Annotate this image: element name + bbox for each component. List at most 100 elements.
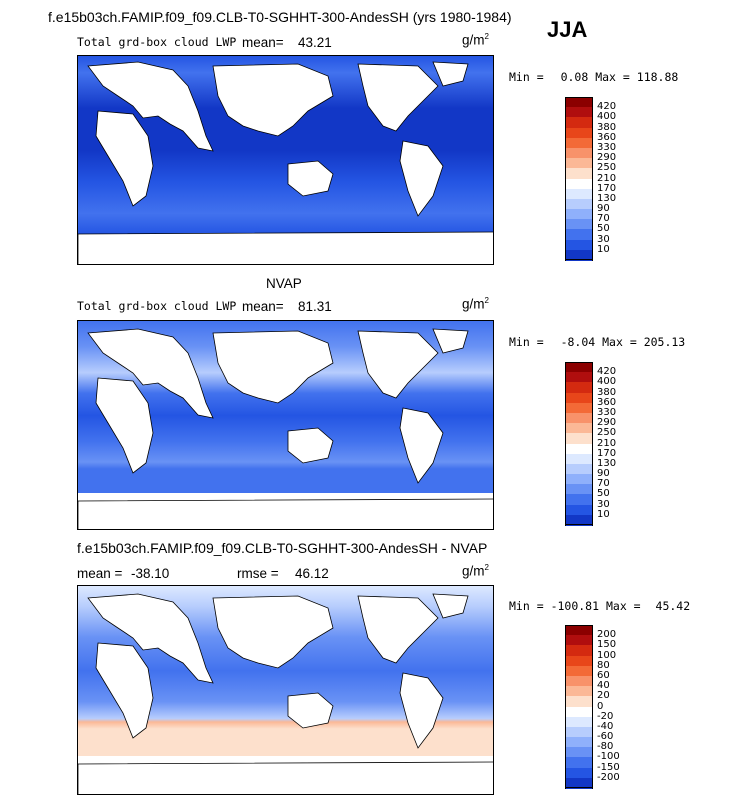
colorbar-tick-label: 380 xyxy=(597,386,617,398)
colorbar-tick-label: 90 xyxy=(597,468,610,480)
colorbar-tick-label: -40 xyxy=(597,720,614,732)
panel3-continents xyxy=(78,593,493,794)
colorbar-segment xyxy=(565,178,593,190)
colorbar-tick-label: 400 xyxy=(597,111,617,123)
colorbar-tick-label: 170 xyxy=(597,182,617,194)
panel2-mean-label: mean= xyxy=(242,299,284,314)
panel2-minmax: Min = -8.04 Max = 205.13 xyxy=(509,335,686,349)
colorbar-segment xyxy=(565,158,593,169)
colorbar-segment xyxy=(565,147,593,159)
panel3-mean-value: -38.10 xyxy=(131,566,170,581)
colorbar-segment xyxy=(565,412,593,424)
panel2-title: NVAP xyxy=(266,276,302,291)
colorbar-tick-label: 150 xyxy=(597,639,617,651)
colorbar-tick-label: 0 xyxy=(597,700,604,712)
colorbar-segment xyxy=(565,97,593,108)
colorbar-tick-label: 420 xyxy=(597,101,617,113)
colorbar-segment xyxy=(565,219,593,230)
colorbar-segment xyxy=(565,696,593,707)
colorbar-segment xyxy=(565,463,593,475)
colorbar-segment xyxy=(565,402,593,414)
colorbar-tick-label: 420 xyxy=(597,366,617,378)
panel3-mean-label: mean = xyxy=(77,566,123,581)
panel1-max-value: 118.88 xyxy=(636,70,679,84)
colorbar-tick-label: 210 xyxy=(597,437,617,449)
panel2-map xyxy=(77,320,494,530)
panel1-colorbar: 420 400 380 360 330 290 250 210 170 130 90 70 50 30 10 xyxy=(565,97,616,261)
colorbar-tick-label: 250 xyxy=(597,162,617,174)
colorbar-tick-label: -150 xyxy=(597,761,620,773)
colorbar-tick-label: 250 xyxy=(597,427,617,439)
colorbar-segment xyxy=(565,168,593,179)
panel3-rmse-value: 46.12 xyxy=(295,566,329,581)
colorbar-segment xyxy=(565,209,593,220)
colorbar-segment xyxy=(565,474,593,485)
colorbar-tick-label: 330 xyxy=(597,406,617,418)
colorbar-tick-label: 30 xyxy=(597,498,610,510)
colorbar-tick-label: 130 xyxy=(597,457,617,469)
colorbar-segment xyxy=(565,433,593,444)
colorbar-segment xyxy=(565,453,593,465)
panel1-variable: Total grd-box cloud LWP xyxy=(77,35,237,49)
colorbar-segment xyxy=(565,686,593,697)
colorbar-segment xyxy=(565,777,593,789)
colorbar-segment xyxy=(565,625,593,636)
panel3-units: g/m2 xyxy=(462,563,489,579)
colorbar-segment xyxy=(565,443,593,455)
panel2-mean-value: 81.31 xyxy=(298,299,332,314)
colorbar-segment xyxy=(565,239,593,251)
colorbar-tick-label: 60 xyxy=(597,669,610,681)
panel3-min-value: -100.81 xyxy=(550,599,600,613)
colorbar-tick-label: 100 xyxy=(597,649,617,661)
panel3-minmax: Min = -100.81 Max = 45.42 xyxy=(509,599,691,613)
panel2-colorbar: 420 400 380 360 330 290 250 210 170 130 90 70 50 30 10 xyxy=(565,362,616,526)
panel1-mean-value: 43.21 xyxy=(298,35,332,50)
colorbar-tick-label: 290 xyxy=(597,417,617,429)
colorbar-tick-label: 40 xyxy=(597,680,610,692)
figure-title: f.e15b03ch.FAMIP.f09_f09.CLB-T0-SGHHT-30… xyxy=(48,9,512,25)
colorbar-segment xyxy=(565,675,593,687)
colorbar-segment xyxy=(565,198,593,210)
colorbar-segment xyxy=(565,362,593,373)
colorbar-segment xyxy=(565,737,593,748)
colorbar-tick-label: 20 xyxy=(597,690,610,702)
colorbar-tick-label: 360 xyxy=(597,131,617,143)
panel1-min-value: 0.08 xyxy=(560,70,589,84)
colorbar-tick-label: 80 xyxy=(597,659,610,671)
colorbar-tick-label: -80 xyxy=(597,741,614,753)
panel3-map-svg xyxy=(78,586,493,794)
panel3-title: f.e15b03ch.FAMIP.f09_f09.CLB-T0-SGHHT-30… xyxy=(77,540,488,556)
colorbar-segment xyxy=(565,514,593,526)
colorbar-segment xyxy=(565,716,593,728)
colorbar-tick-label: -200 xyxy=(597,771,620,783)
colorbar-segment xyxy=(565,107,593,118)
panel2-continents xyxy=(78,328,493,529)
panel1-map-svg xyxy=(78,56,493,264)
colorbar-segment xyxy=(565,655,593,667)
colorbar-tick-label: 380 xyxy=(597,121,617,133)
colorbar-segment xyxy=(565,504,593,516)
colorbar-segment xyxy=(565,127,593,139)
season-label: JJA xyxy=(547,17,588,42)
panel1-units: g/m2 xyxy=(462,32,489,48)
panel1-continents xyxy=(78,61,493,264)
colorbar-tick-label: -60 xyxy=(597,731,614,743)
colorbar-segment xyxy=(565,484,593,495)
colorbar-segment xyxy=(565,494,593,506)
panel1-mean-label: mean= xyxy=(242,35,284,50)
panel2-min-value: -8.04 xyxy=(560,335,596,349)
colorbar-segment xyxy=(565,645,593,657)
colorbar-tick-label: 30 xyxy=(597,233,610,245)
colorbar-tick-label: 210 xyxy=(597,172,617,184)
colorbar-tick-label: 170 xyxy=(597,447,617,459)
colorbar-tick-label: 400 xyxy=(597,376,617,388)
panel2-map-svg xyxy=(78,321,493,529)
panel3-rmse-label: rmse = xyxy=(237,566,279,581)
colorbar-segment xyxy=(565,382,593,394)
panel1-map xyxy=(77,55,494,265)
panel3-colorbar: 200 150 100 80 60 40 20 0 -20 -40 -60 -80 -100 -150 -2… xyxy=(565,625,620,789)
colorbar-segment xyxy=(565,392,593,404)
colorbar-segment xyxy=(565,249,593,261)
colorbar-tick-label: 200 xyxy=(597,629,617,641)
panel2-max-value: 205.13 xyxy=(643,335,686,349)
